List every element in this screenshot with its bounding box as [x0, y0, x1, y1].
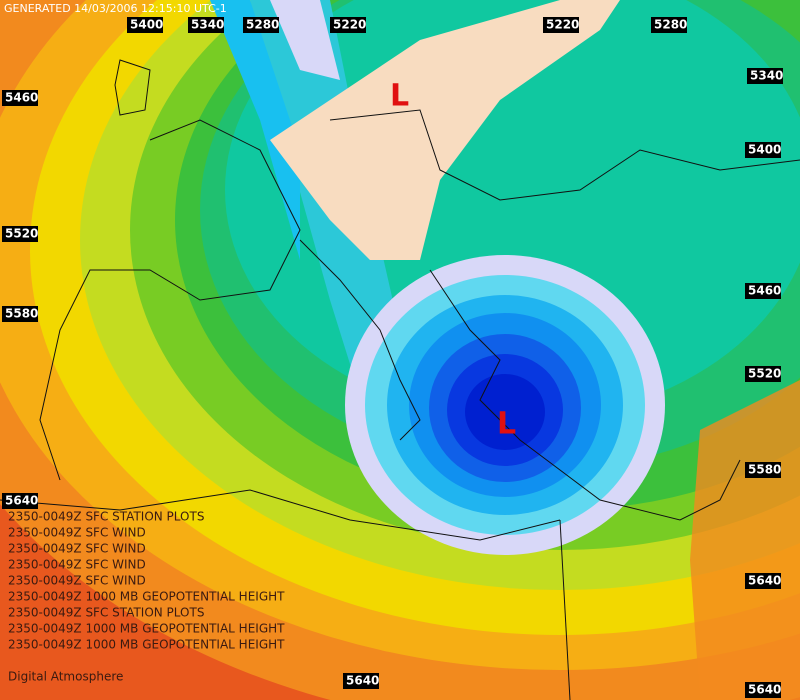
contour-label-box — [543, 17, 579, 33]
generated-stamp: GENERATED 14/03/2006 12:15:10 UTC-1 — [4, 2, 227, 15]
contour-label-box — [243, 17, 279, 33]
contour-label-box — [745, 366, 781, 382]
coastline — [114, 59, 151, 116]
contour-label: 5220 — [333, 18, 366, 32]
band — [690, 380, 800, 700]
contour-label: 5580 — [5, 307, 38, 321]
coastline — [429, 269, 741, 521]
band — [270, 0, 340, 80]
coastline — [0, 489, 561, 541]
contour-label-box — [2, 90, 38, 106]
band — [465, 374, 545, 450]
coastline — [299, 239, 421, 441]
contour-label: 5280 — [654, 18, 687, 32]
contour-label-box — [745, 142, 781, 158]
contour-label: 5640 — [5, 494, 38, 508]
legend-entry: 2350-0049Z SFC STATION PLOTS — [8, 606, 204, 620]
border — [559, 519, 571, 700]
contour-label: 5400 — [748, 143, 781, 157]
coastline — [39, 119, 301, 481]
low-marker: L — [497, 407, 516, 442]
contour-label: 5280 — [246, 18, 279, 32]
contour-label: 5520 — [5, 227, 38, 241]
contour-label: 5220 — [546, 18, 579, 32]
contour-label-box — [343, 673, 379, 689]
contour-label-box — [330, 17, 366, 33]
band — [210, 0, 300, 260]
band — [270, 0, 620, 260]
contour-label: 5520 — [748, 367, 781, 381]
contour-label: 5400 — [130, 18, 163, 32]
low-marker: L — [390, 79, 409, 114]
legend-entry: 2350-0049Z SFC STATION PLOTS — [8, 510, 204, 524]
contour-label: 5640 — [346, 674, 379, 688]
contour-label-box — [745, 682, 781, 698]
contour-label: 5640 — [748, 683, 781, 697]
legend-entry: 2350-0049Z SFC WIND — [8, 526, 146, 540]
footer-label: Digital Atmosphere — [8, 670, 123, 684]
contour-label-box — [745, 573, 781, 589]
contour-label-box — [2, 493, 38, 509]
legend-entry: 2350-0049Z SFC WIND — [8, 558, 146, 572]
contour-label-box — [188, 17, 224, 33]
contour-label: 5340 — [750, 69, 783, 83]
contour-label-box — [127, 17, 163, 33]
contour-label-box — [651, 17, 687, 33]
borders — [0, 59, 800, 700]
contour-label: 5340 — [191, 18, 224, 32]
contour-label-box — [745, 462, 781, 478]
legend-entry: 2350-0049Z 1000 MB GEOPOTENTIAL HEIGHT — [8, 590, 285, 604]
contour-label-box — [745, 283, 781, 299]
contour-label: 5640 — [748, 574, 781, 588]
legend-entry: 2350-0049Z 1000 MB GEOPOTENTIAL HEIGHT — [8, 638, 285, 652]
legend-entry: 2350-0049Z 1000 MB GEOPOTENTIAL HEIGHT — [8, 622, 285, 636]
legend-entry: 2350-0049Z SFC WIND — [8, 574, 146, 588]
contour-label-box — [2, 306, 38, 322]
border — [329, 109, 800, 201]
contour-label: 5460 — [5, 91, 38, 105]
contour-label: 5460 — [748, 284, 781, 298]
contour-label-box — [2, 226, 38, 242]
contour-label-box — [747, 68, 783, 84]
legend-entry: 2350-0049Z SFC WIND — [8, 542, 146, 556]
contour-label: 5580 — [748, 463, 781, 477]
